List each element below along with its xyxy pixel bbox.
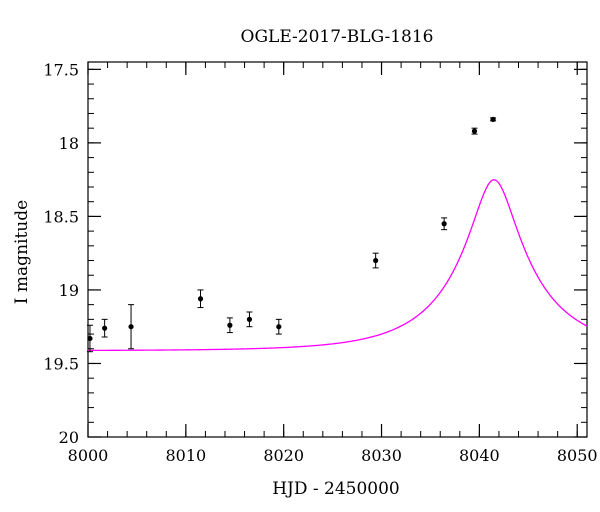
chart-title: OGLE-2017-BLG-1816 (241, 27, 434, 47)
data-point-marker (441, 221, 447, 227)
data-point (275, 318, 282, 335)
axis-ticks-layer: 8000 8010 8020 8030 8040 8050 17.5 18 18.5 19 19.5… (43, 60, 597, 465)
data-point (372, 252, 379, 269)
data-point (226, 317, 233, 334)
data-point (471, 127, 478, 135)
data-point (128, 304, 135, 350)
y-tick-label: 19 (59, 281, 79, 300)
x-tick-label: 8040 (459, 446, 500, 465)
x-tick-label: 8000 (68, 446, 109, 465)
data-point-marker (373, 257, 379, 264)
x-tick-label: 8020 (263, 446, 304, 465)
x-axis-label: HJD - 2450000 (272, 479, 400, 499)
data-point-marker (227, 322, 233, 328)
y-tick-label: 18 (59, 134, 79, 153)
model-curve-layer (87, 179, 588, 352)
model-curve (87, 179, 588, 352)
data-point-marker (246, 316, 253, 322)
data-point (86, 324, 93, 353)
data-points-layer (86, 116, 497, 353)
data-point-marker (102, 325, 108, 331)
y-tick-label: 18.5 (43, 207, 79, 226)
data-point-marker (197, 296, 204, 302)
plot-frame (87, 61, 588, 438)
x-tick-label: 8050 (557, 446, 598, 465)
data-point-marker (471, 128, 478, 134)
data-point (197, 289, 204, 309)
data-point-marker (276, 324, 282, 330)
data-point-marker (128, 324, 134, 330)
x-tick-label: 8030 (361, 446, 402, 465)
data-point-marker (490, 116, 496, 122)
data-point (490, 116, 497, 122)
y-tick-label: 20 (59, 428, 79, 447)
y-tick-label: 19.5 (43, 354, 79, 373)
data-point (101, 318, 108, 338)
data-point (246, 311, 253, 328)
data-point-marker (87, 335, 93, 342)
data-point (441, 217, 448, 231)
y-tick-label: 17.5 (43, 60, 79, 79)
x-tick-label: 8010 (165, 446, 206, 465)
y-axis-label: I magnitude (12, 200, 32, 304)
plot-border (87, 61, 588, 438)
